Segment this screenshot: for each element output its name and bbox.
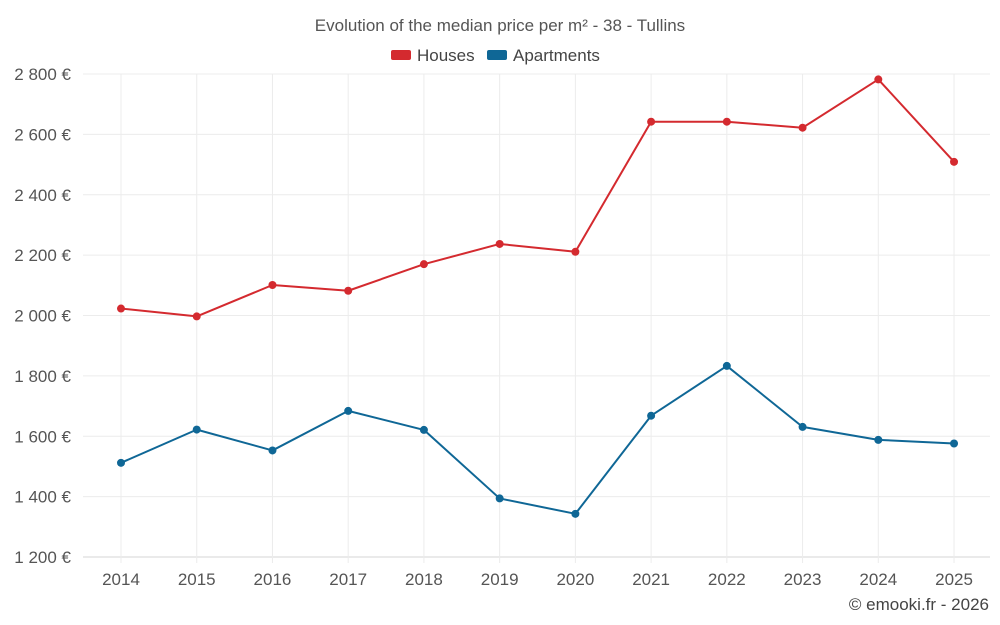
x-tick-label: 2018 [405, 570, 443, 589]
data-point-apartments[interactable] [268, 446, 277, 455]
x-axis-labels: 2014 2015 2016 2017 2018 2019 2020 2021 2022 2023… [102, 570, 973, 589]
y-tick-label: 2 200 € [14, 246, 71, 265]
data-point-houses[interactable] [117, 304, 125, 313]
x-tick-label: 2023 [784, 570, 822, 589]
data-point-apartments[interactable] [117, 458, 125, 467]
chart-title: Evolution of the median price per m² - 3… [315, 16, 685, 35]
series-line-apartments [120, 364, 956, 515]
data-point-apartments[interactable] [798, 422, 807, 431]
series-apartments [117, 361, 959, 518]
x-tick-label: 2022 [708, 570, 746, 589]
data-point-houses[interactable] [419, 260, 428, 269]
series-line-houses [120, 78, 956, 318]
data-point-houses[interactable] [344, 286, 353, 295]
y-tick-label: 1 600 € [14, 427, 71, 446]
data-point-houses[interactable] [571, 247, 580, 256]
x-tick-label: 2016 [254, 570, 292, 589]
legend-item-apartments[interactable]: Apartments [487, 46, 600, 65]
data-point-houses[interactable] [722, 117, 731, 126]
x-tick-label: 2015 [178, 570, 216, 589]
x-tick-label: 2021 [632, 570, 670, 589]
x-tick-label: 2024 [859, 570, 897, 589]
series-houses [117, 75, 959, 321]
credit-text: © emooki.fr - 2026 [849, 595, 989, 614]
legend-item-houses[interactable]: Houses [391, 46, 475, 65]
legend-label-apartments: Apartments [513, 46, 600, 65]
data-point-apartments[interactable] [495, 494, 504, 503]
x-tick-label: 2017 [329, 570, 367, 589]
data-point-apartments[interactable] [419, 425, 428, 434]
legend-swatch-apartments [487, 50, 507, 60]
x-tick-label: 2014 [102, 570, 140, 589]
data-point-houses[interactable] [798, 123, 807, 132]
legend-swatch-houses [391, 50, 411, 60]
data-point-apartments[interactable] [950, 439, 959, 448]
y-tick-label: 1 800 € [14, 367, 71, 386]
data-point-apartments[interactable] [571, 509, 580, 518]
series-layer [117, 75, 959, 518]
y-tick-label: 2 600 € [14, 125, 71, 144]
data-point-houses[interactable] [874, 75, 883, 84]
x-tick-label: 2020 [556, 570, 594, 589]
data-point-houses[interactable] [495, 239, 504, 248]
data-point-apartments[interactable] [647, 411, 656, 420]
x-tick-label: 2025 [935, 570, 973, 589]
data-point-houses[interactable] [192, 312, 201, 321]
legend[interactable]: Houses Apartments [391, 46, 600, 65]
legend-label-houses: Houses [417, 46, 475, 65]
data-point-apartments[interactable] [722, 361, 731, 370]
data-point-apartments[interactable] [344, 406, 353, 415]
data-point-apartments[interactable] [192, 425, 201, 434]
data-point-apartments[interactable] [874, 435, 883, 444]
data-point-houses[interactable] [950, 157, 959, 166]
y-tick-label: 2 000 € [14, 307, 71, 326]
y-tick-label: 1 200 € [14, 548, 71, 567]
y-axis-labels: 1 200 € 1 400 € 1 600 € 1 800 € 2 000 € 2 200… [14, 65, 71, 567]
grid [83, 73, 990, 563]
x-tick-label: 2019 [481, 570, 519, 589]
data-point-houses[interactable] [647, 117, 656, 126]
y-tick-label: 2 400 € [14, 186, 71, 205]
y-tick-label: 1 400 € [14, 488, 71, 507]
data-point-houses[interactable] [268, 281, 277, 290]
y-tick-label: 2 800 € [14, 65, 71, 84]
